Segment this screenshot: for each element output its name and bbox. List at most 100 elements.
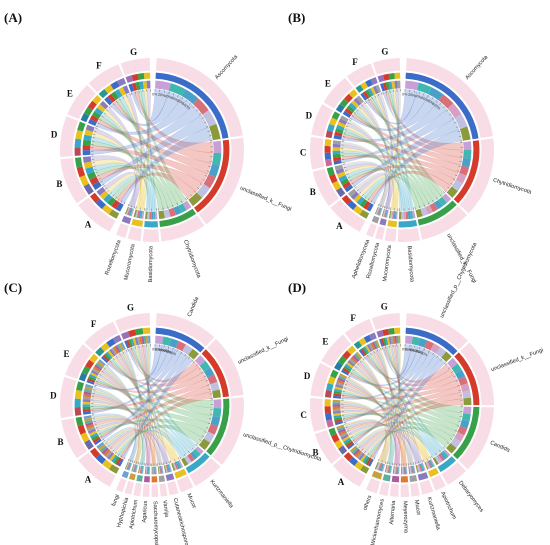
taxon-sample-segment <box>386 465 390 473</box>
taxon-label: Chytridiomycota <box>182 239 202 280</box>
sample-taxon-segment <box>349 358 357 366</box>
percent-tick <box>208 388 212 390</box>
taxon-sample-segment <box>159 466 162 474</box>
sample-taxon-segment <box>86 380 95 385</box>
percent-tick <box>450 182 453 185</box>
percent-tick <box>374 95 376 98</box>
taxon-sample-segment <box>384 209 387 218</box>
chord-ribbon-F-8 <box>375 349 400 466</box>
chord-ribbon-D-4 <box>342 388 429 461</box>
sample-taxon-segment <box>89 176 99 186</box>
percent-tick <box>353 112 357 114</box>
sample-outer-segment <box>348 456 359 467</box>
sample-taxon-segment <box>397 80 401 89</box>
sample-taxon-segment <box>332 406 341 410</box>
outer-band <box>384 227 397 242</box>
taxon-arc <box>427 467 439 478</box>
sample-taxon-segment <box>82 396 91 400</box>
percent-tick <box>208 165 211 168</box>
sample-taxon-segment <box>366 457 372 466</box>
taxon-sample-segment <box>379 463 384 472</box>
taxon-arc <box>165 473 175 481</box>
outer-band <box>155 313 215 347</box>
sample-taxon-segment <box>101 447 109 455</box>
taxon-sample-segment <box>451 179 463 192</box>
sample-taxon-segment <box>89 114 99 123</box>
percent-tick <box>192 106 195 109</box>
percent-tick <box>168 461 170 464</box>
sample-outer-segment <box>328 427 337 437</box>
sample-taxon-segment <box>88 430 97 437</box>
percent-tick <box>93 420 96 423</box>
percent-tick <box>347 376 350 379</box>
taxon-arc <box>405 327 458 356</box>
sample-taxon-segment <box>366 344 373 352</box>
sample-taxon-segment <box>111 454 118 463</box>
taxon-sample-segment <box>438 196 447 207</box>
taxon-label: Mucoromycota <box>382 244 393 282</box>
taxon-sample-segment <box>210 416 221 427</box>
sample-label: D <box>304 371 311 381</box>
sample-taxon-segment <box>86 424 95 430</box>
taxon-sample-segment <box>392 466 395 474</box>
chord-ribbon-D-2 <box>342 392 460 432</box>
percent-tick <box>364 451 367 454</box>
percent-tick <box>189 102 192 105</box>
taxon-sample-segment <box>408 466 411 475</box>
percent-tick <box>125 94 128 97</box>
sample-taxon-segment <box>343 437 351 444</box>
outer-band <box>375 225 385 240</box>
taxon-sample-segment <box>386 210 389 218</box>
outer-band <box>84 321 119 352</box>
sample-taxon-segment <box>87 428 96 434</box>
percent-tick <box>203 375 206 378</box>
chord-ribbon-G-3 <box>386 345 445 451</box>
sample-outer-segment <box>76 166 86 178</box>
taxon-sample-segment <box>397 466 399 475</box>
sample-label: B <box>313 447 319 457</box>
percent-tick <box>362 358 365 361</box>
sample-taxon-segment <box>107 197 116 207</box>
chord-ribbon-D-1 <box>341 379 460 400</box>
sample-taxon-segment <box>340 178 350 186</box>
taxon-sample-segment <box>193 98 209 115</box>
percent-tick-label: 80% <box>164 349 173 355</box>
taxon-sample-segment <box>212 152 222 166</box>
percent-tick <box>447 442 450 445</box>
taxon-sample-segment <box>403 466 405 475</box>
taxon-sample-segment <box>398 211 402 220</box>
sample-taxon-segment <box>347 360 356 367</box>
taxon-sample-segment <box>450 437 461 448</box>
taxon-sample-segment <box>418 338 428 348</box>
percent-tick <box>130 205 133 208</box>
taxon-sample-segment <box>131 463 135 472</box>
percent-tick <box>170 460 172 464</box>
outer-band <box>330 199 366 232</box>
sample-taxon-segment <box>358 452 365 461</box>
taxon-sample-segment <box>463 150 472 159</box>
sample-taxon-segment <box>82 404 91 407</box>
percent-tick <box>109 360 112 363</box>
percent-tick <box>342 163 346 165</box>
taxon-sample-segment <box>135 464 139 473</box>
percent-tick <box>206 170 210 172</box>
percent-tick <box>344 129 347 131</box>
sample-taxon-segment <box>92 111 101 119</box>
percent-tick <box>178 457 180 460</box>
percent-tick <box>102 184 106 187</box>
chord-ribbon-B-4 <box>349 424 427 462</box>
chord-ribbon-C-1 <box>342 385 462 421</box>
taxon-sample-segment <box>428 460 433 468</box>
percent-tick <box>377 203 380 207</box>
sample-taxon-segment <box>109 348 116 357</box>
chord-ribbon-G-10 <box>384 344 401 464</box>
percent-tick <box>344 170 348 172</box>
percent-tick <box>439 194 442 197</box>
percent-tick <box>429 456 432 459</box>
percent-tick <box>450 371 454 374</box>
percent-tick-label: 20% <box>408 93 417 98</box>
taxon-sample-segment <box>405 335 413 345</box>
sample-taxon-segment <box>336 171 346 179</box>
sample-taxon-segment <box>105 450 113 458</box>
